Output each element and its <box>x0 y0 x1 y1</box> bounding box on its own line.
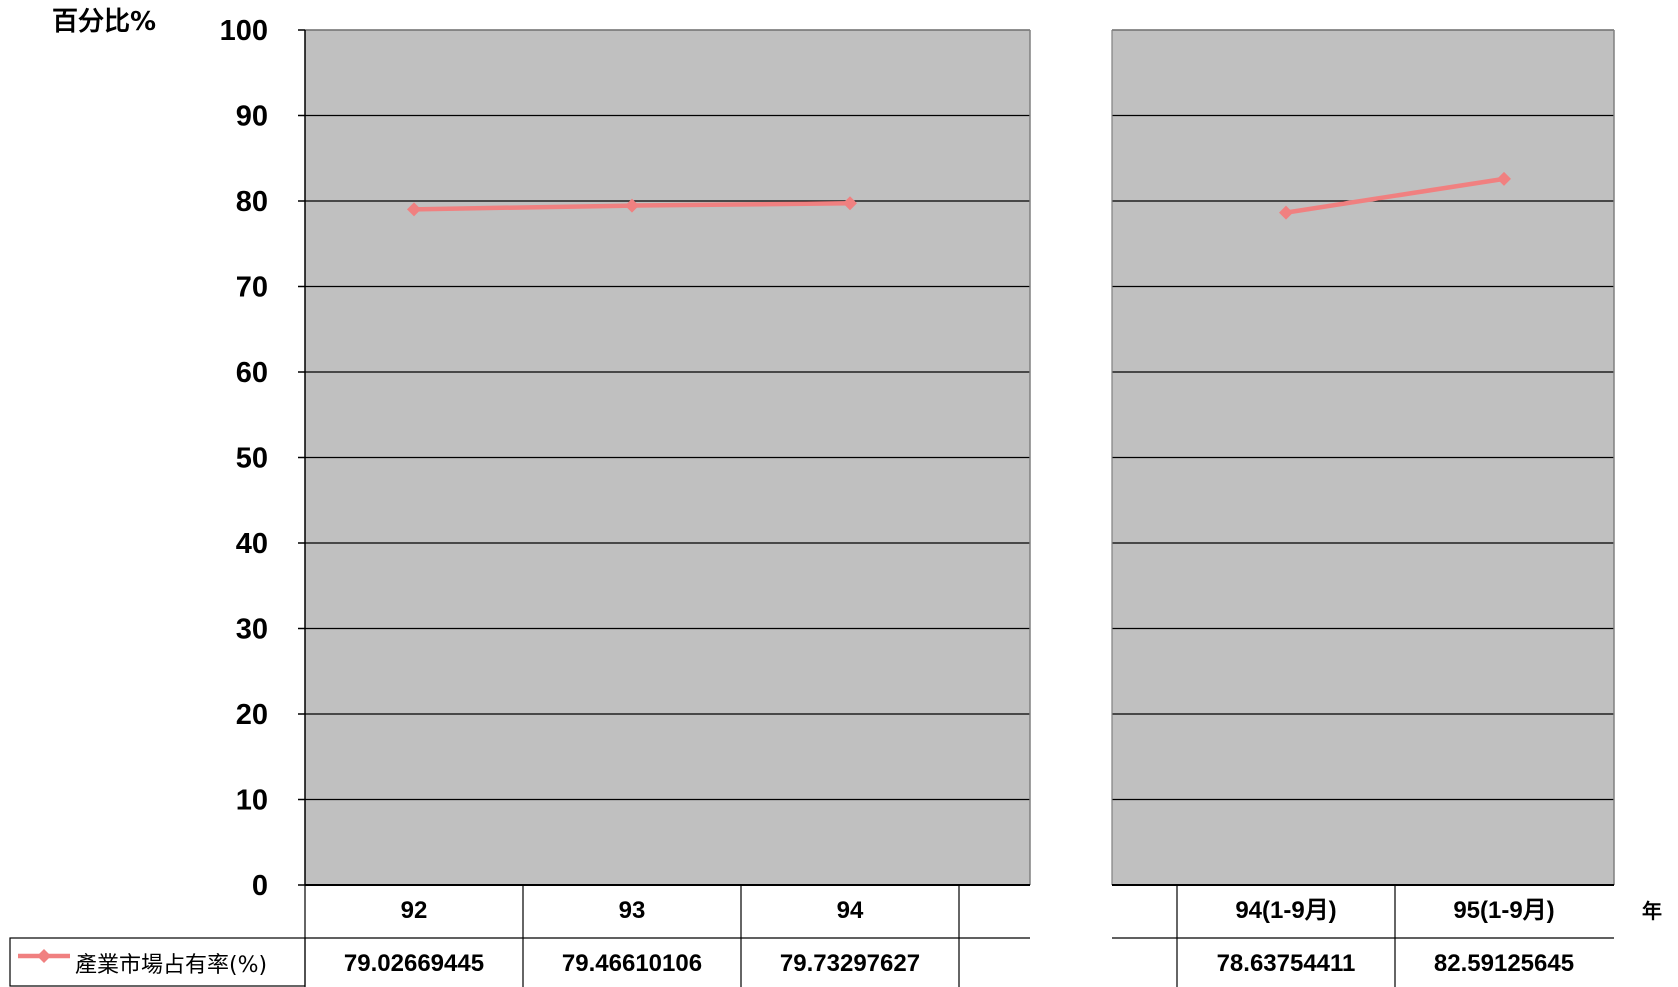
y-tick-label-10: 10 <box>236 785 268 817</box>
table-value-1-1: 79.46610106 <box>562 950 702 977</box>
legend-cell <box>9 937 306 987</box>
table-value-1-0: 79.02669445 <box>344 950 484 977</box>
y-tick-label-40: 40 <box>236 528 268 560</box>
data-point-2-1 <box>1279 205 1293 220</box>
legend-marker <box>37 949 51 963</box>
table-value-2-2: 82.59125645 <box>1434 950 1574 977</box>
y-tick-label-20: 20 <box>236 699 268 731</box>
y-tick-label-90: 90 <box>236 101 268 133</box>
y-tick-label-0: 0 <box>252 870 268 902</box>
y-tick-label-70: 70 <box>236 272 268 304</box>
legend-label: 產業市場占有率(%) <box>75 953 267 978</box>
data-point-2-2 <box>1497 171 1511 186</box>
table-value-2-1: 78.63754411 <box>1217 950 1356 977</box>
category-label-1-0: 92 <box>401 897 428 924</box>
y-tick-label-50: 50 <box>236 443 268 475</box>
series-line-2 <box>1285 176 1505 215</box>
y-axis-label: 百分比% <box>52 7 156 37</box>
data-point-1-2 <box>843 196 857 211</box>
category-label-2-1: 94(1-9月) <box>1235 897 1336 924</box>
y-tick-label-60: 60 <box>236 357 268 389</box>
panel-1: 92 79.02669445 93 79.46610106 94 79.73297627 <box>298 29 1031 987</box>
data-point-1-0 <box>407 202 421 217</box>
panel-2: 94(1-9月) 78.63754411 95(1-9月) 82.59125645 <box>1111 29 1615 987</box>
x-axis-label: 年 <box>1642 899 1662 923</box>
y-tick-label-80: 80 <box>236 186 268 218</box>
data-point-1-1 <box>625 198 639 213</box>
category-label-2-2: 95(1-9月) <box>1453 897 1554 924</box>
y-tick-label-30: 30 <box>236 614 268 646</box>
chart-layer: 0 10 20 30 40 50 60 70 80 90 100 92 79.02669445 93 79.… <box>9 15 1615 987</box>
table-value-1-2: 79.73297627 <box>780 950 920 977</box>
y-tick-label-100: 100 <box>220 15 268 47</box>
category-label-1-1: 93 <box>619 897 646 924</box>
category-label-1-2: 94 <box>837 897 864 924</box>
